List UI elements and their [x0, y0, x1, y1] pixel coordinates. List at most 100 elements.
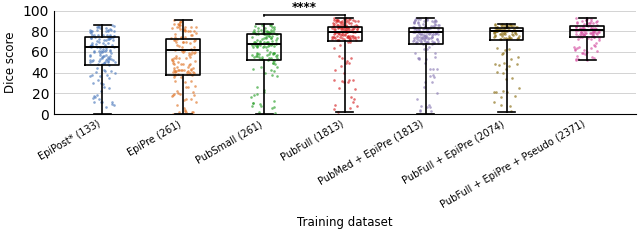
Point [182, 30, 193, 33]
Point [271, 65, 282, 69]
Point [250, 43, 260, 47]
Point [425, 74, 435, 78]
Point [86, 31, 97, 34]
Point [191, 100, 201, 103]
Point [104, 38, 114, 41]
Point [186, 68, 196, 72]
Point [579, 33, 589, 37]
Point [509, 27, 520, 30]
Point [589, 44, 600, 48]
Point [411, 17, 421, 20]
Point [347, 34, 357, 38]
Point [421, 27, 431, 31]
Point [267, 106, 277, 110]
Point [175, 35, 186, 39]
Point [410, 26, 420, 29]
Point [592, 49, 602, 53]
Point [429, 23, 440, 27]
Point [330, 31, 340, 35]
Point [589, 30, 600, 34]
Point [91, 42, 101, 46]
Point [332, 23, 342, 27]
Point [350, 35, 360, 39]
Point [262, 40, 272, 44]
Point [495, 32, 506, 36]
Point [335, 25, 346, 28]
Point [506, 58, 516, 61]
Point [329, 35, 339, 39]
Point [419, 26, 429, 30]
Point [178, 50, 188, 54]
Point [570, 25, 580, 28]
Point [345, 34, 355, 38]
Point [97, 47, 108, 51]
Point [180, 109, 191, 113]
Point [410, 30, 420, 34]
Point [344, 27, 354, 31]
Point [502, 24, 512, 27]
Point [420, 25, 430, 29]
Point [186, 47, 196, 51]
Point [412, 21, 422, 24]
Point [172, 54, 182, 58]
Point [105, 33, 115, 37]
Point [342, 30, 352, 34]
Point [511, 25, 522, 29]
Point [106, 69, 116, 72]
Point [352, 104, 362, 108]
Point [573, 28, 583, 31]
Point [264, 43, 274, 47]
Point [333, 31, 343, 35]
Point [264, 34, 274, 38]
Point [422, 41, 433, 44]
Point [339, 80, 349, 84]
Point [513, 36, 524, 39]
Point [85, 58, 95, 62]
Point [191, 25, 201, 29]
Point [257, 58, 267, 61]
Point [334, 25, 344, 29]
Point [181, 56, 191, 60]
Point [592, 24, 602, 27]
Point [84, 54, 95, 58]
Point [512, 62, 522, 65]
Point [249, 94, 259, 97]
Point [415, 35, 425, 38]
Point [342, 41, 353, 44]
Point [169, 22, 179, 26]
Point [414, 31, 424, 35]
Point [590, 28, 600, 32]
Point [87, 73, 97, 77]
Point [186, 52, 196, 55]
Point [187, 110, 197, 114]
Point [507, 29, 517, 33]
Point [340, 26, 350, 29]
Point [265, 50, 275, 54]
Point [268, 62, 278, 65]
Point [496, 28, 506, 31]
Point [351, 23, 361, 27]
Point [507, 76, 517, 80]
Point [506, 23, 516, 27]
Point [264, 35, 275, 38]
Point [271, 56, 282, 60]
Point [189, 50, 200, 54]
Point [410, 30, 420, 34]
Point [577, 26, 587, 30]
Point [422, 27, 433, 31]
Point [180, 108, 190, 112]
Point [349, 24, 359, 28]
Point [175, 92, 185, 96]
Point [342, 35, 352, 39]
Point [419, 19, 429, 23]
Point [587, 34, 597, 38]
Point [492, 29, 502, 32]
Point [257, 55, 267, 58]
Point [340, 27, 351, 31]
Point [268, 51, 278, 55]
Point [428, 42, 438, 46]
Point [328, 24, 339, 28]
Point [180, 29, 191, 32]
Point [430, 55, 440, 59]
Point [180, 25, 190, 29]
